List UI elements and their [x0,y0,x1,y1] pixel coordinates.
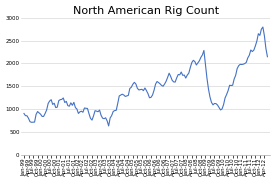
Title: North American Rig Count: North American Rig Count [73,6,219,15]
